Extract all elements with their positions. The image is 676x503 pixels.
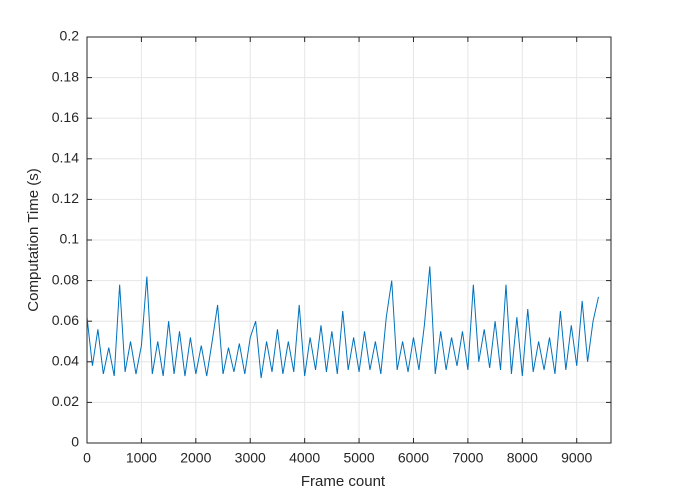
y-tick-label: 0.04: [52, 353, 79, 369]
y-tick-label: 0.18: [52, 68, 79, 84]
y-tick-label: 0.02: [52, 393, 79, 409]
y-tick-label: 0: [71, 434, 79, 450]
y-tick-label: 0.06: [52, 312, 79, 328]
data-line: [86, 266, 599, 379]
y-tick-label: 0.1: [60, 231, 80, 247]
x-tick-label: 1000: [126, 450, 157, 466]
x-tick-label: 9000: [561, 450, 592, 466]
axes-box: [86, 36, 612, 444]
x-axis-label: Frame count: [301, 473, 386, 490]
y-tick-label: 0.08: [52, 271, 79, 287]
x-tick-label: 8000: [507, 450, 538, 466]
x-tick-label: 3000: [235, 450, 266, 466]
x-tick-label: 4000: [289, 450, 320, 466]
y-tick-label: 0.14: [52, 150, 79, 166]
y-tick-label: 0.12: [52, 190, 79, 206]
x-tick-label: 6000: [398, 450, 429, 466]
y-axis-label: Computation Time (s): [25, 168, 42, 311]
y-tick-label: 0.16: [52, 109, 79, 125]
y-tick-label: 0.2: [60, 28, 80, 44]
x-tick-label: 2000: [180, 450, 211, 466]
x-tick-label: 7000: [452, 450, 483, 466]
x-tick-label: 0: [83, 450, 91, 466]
x-tick-label: 5000: [343, 450, 374, 466]
